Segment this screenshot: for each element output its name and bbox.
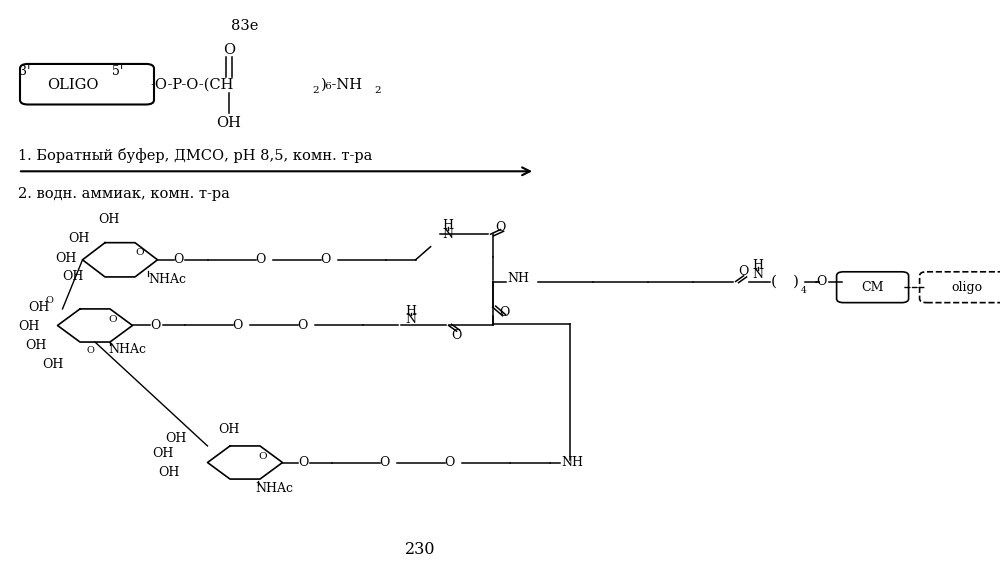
Text: 230: 230 — [405, 541, 435, 558]
Text: O: O — [738, 265, 749, 278]
Text: OH: OH — [152, 448, 173, 460]
Text: OLIGO: OLIGO — [47, 78, 99, 91]
Text: O: O — [255, 254, 265, 266]
Text: H: H — [752, 259, 763, 272]
Text: O: O — [109, 315, 117, 324]
Text: OH: OH — [158, 467, 179, 479]
Text: OH: OH — [42, 358, 63, 371]
Text: OH: OH — [55, 252, 76, 264]
Text: OH: OH — [68, 232, 89, 245]
Text: O: O — [444, 456, 454, 469]
Text: NH: NH — [508, 272, 530, 285]
Text: O: O — [223, 43, 235, 57]
Text: N: N — [752, 268, 763, 280]
Text: O: O — [46, 296, 53, 305]
Text: NHAc: NHAc — [108, 343, 146, 356]
Text: H: H — [442, 219, 453, 232]
Text: O: O — [86, 346, 94, 355]
Text: H: H — [405, 305, 416, 317]
Text: NHAc: NHAc — [148, 274, 186, 286]
Text: (: ( — [771, 275, 777, 288]
Text: N: N — [442, 228, 453, 240]
Text: 3': 3' — [19, 65, 31, 78]
Text: O: O — [495, 221, 506, 234]
Text: CM: CM — [861, 281, 884, 293]
Text: O: O — [136, 248, 144, 258]
FancyBboxPatch shape — [837, 272, 909, 303]
Text: OH: OH — [62, 271, 83, 283]
Text: 4: 4 — [801, 286, 806, 295]
Text: O: O — [320, 254, 330, 266]
Text: O: O — [499, 307, 510, 319]
FancyBboxPatch shape — [20, 64, 154, 104]
Text: OH: OH — [18, 320, 39, 333]
Text: NHAc: NHAc — [255, 482, 293, 494]
Text: oligo: oligo — [951, 281, 982, 293]
Text: )₆-NH: )₆-NH — [321, 78, 363, 91]
Text: 5': 5' — [112, 65, 124, 78]
Text: NH: NH — [562, 456, 584, 469]
Text: O: O — [150, 319, 160, 332]
Text: 2: 2 — [374, 86, 381, 95]
Text: OH: OH — [25, 339, 46, 352]
Text: OH: OH — [98, 214, 119, 226]
Text: 1. Боратный буфер, ДМСО, pH 8,5, комн. т-ра: 1. Боратный буфер, ДМСО, pH 8,5, комн. т… — [18, 148, 372, 163]
Text: OH: OH — [165, 432, 186, 445]
Text: -O-P-O-(CH: -O-P-O-(CH — [150, 78, 233, 91]
Text: O: O — [298, 456, 308, 469]
Text: O: O — [259, 452, 267, 461]
Text: O: O — [379, 456, 389, 469]
Text: 2. водн. аммиак, комн. т-ра: 2. водн. аммиак, комн. т-ра — [18, 187, 230, 201]
Text: OH: OH — [218, 423, 239, 436]
Text: ): ) — [793, 275, 799, 288]
Text: O: O — [297, 319, 307, 332]
Text: OH: OH — [217, 116, 241, 130]
Text: 83e: 83e — [231, 19, 259, 33]
Text: O: O — [451, 329, 462, 342]
Text: N: N — [405, 313, 416, 326]
Text: OH: OH — [28, 301, 49, 313]
Text: O: O — [816, 275, 827, 288]
Text: 2: 2 — [312, 86, 319, 95]
Text: O: O — [173, 254, 183, 266]
Text: O: O — [232, 319, 242, 332]
FancyBboxPatch shape — [920, 272, 1000, 303]
